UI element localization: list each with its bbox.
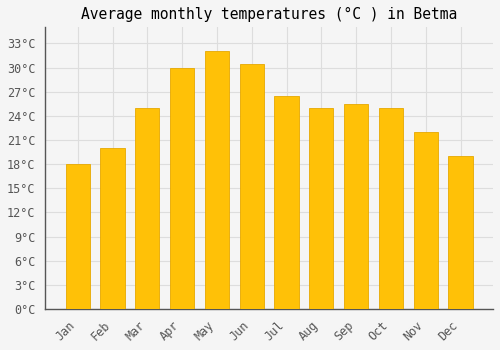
Bar [170, 68, 194, 309]
Bar [344, 104, 368, 309]
Bar [378, 108, 403, 309]
Bar [66, 164, 90, 309]
Bar [204, 51, 229, 309]
Bar [240, 63, 264, 309]
Bar [448, 156, 472, 309]
Title: Average monthly temperatures (°C ) in Betma: Average monthly temperatures (°C ) in Be… [81, 7, 457, 22]
Bar [414, 132, 438, 309]
Bar [135, 108, 160, 309]
Bar [309, 108, 334, 309]
Bar [274, 96, 298, 309]
Bar [100, 148, 124, 309]
